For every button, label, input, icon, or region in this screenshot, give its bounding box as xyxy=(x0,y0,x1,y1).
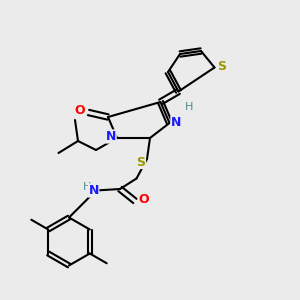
Text: N: N xyxy=(171,116,181,130)
Text: N: N xyxy=(88,184,99,197)
Text: O: O xyxy=(138,193,149,206)
Text: N: N xyxy=(106,130,116,143)
Text: O: O xyxy=(75,104,86,118)
Text: H: H xyxy=(83,182,91,192)
Text: H: H xyxy=(185,101,193,112)
Text: S: S xyxy=(218,59,226,73)
Text: S: S xyxy=(136,155,146,169)
